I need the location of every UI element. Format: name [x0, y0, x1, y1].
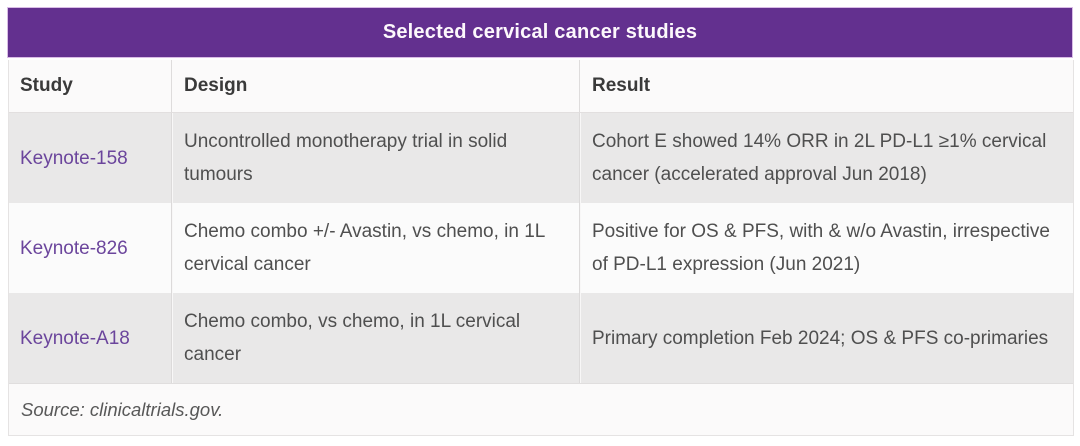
study-link[interactable]: Keynote-158: [20, 147, 128, 169]
table-title: Selected cervical cancer studies: [382, 21, 698, 43]
study-link[interactable]: Keynote-A18: [20, 327, 130, 349]
column-header-result: Result: [579, 60, 1073, 113]
result-cell: Cohort E showed 14% ORR in 2L PD-L1 ≥1% …: [579, 113, 1073, 203]
table-title-bar: Selected cervical cancer studies: [8, 8, 1072, 57]
source-row: Source: clinicaltrials.gov.: [9, 383, 1073, 435]
table-row: Keynote-A18 Chemo combo, vs chemo, in 1L…: [9, 293, 1073, 383]
design-cell: Uncontrolled monotherapy trial in solid …: [171, 113, 579, 203]
study-link[interactable]: Keynote-826: [20, 237, 128, 259]
result-cell: Primary completion Feb 2024; OS & PFS co…: [579, 293, 1073, 383]
study-cell: Keynote-826: [9, 203, 171, 293]
studies-table: Study Design Result Keynote-158 Uncontro…: [8, 60, 1074, 436]
result-cell: Positive for OS & PFS, with & w/o Avasti…: [579, 203, 1073, 293]
table-row: Keynote-158 Uncontrolled monotherapy tri…: [9, 113, 1073, 203]
column-header-design: Design: [171, 60, 579, 113]
source-note: Source: clinicaltrials.gov.: [9, 383, 1073, 435]
table-row: Keynote-826 Chemo combo +/- Avastin, vs …: [9, 203, 1073, 293]
column-header-study: Study: [9, 60, 171, 113]
table-header-row: Study Design Result: [9, 60, 1073, 113]
design-cell: Chemo combo +/- Avastin, vs chemo, in 1L…: [171, 203, 579, 293]
design-cell: Chemo combo, vs chemo, in 1L cervical ca…: [171, 293, 579, 383]
study-cell: Keynote-A18: [9, 293, 171, 383]
study-cell: Keynote-158: [9, 113, 171, 203]
